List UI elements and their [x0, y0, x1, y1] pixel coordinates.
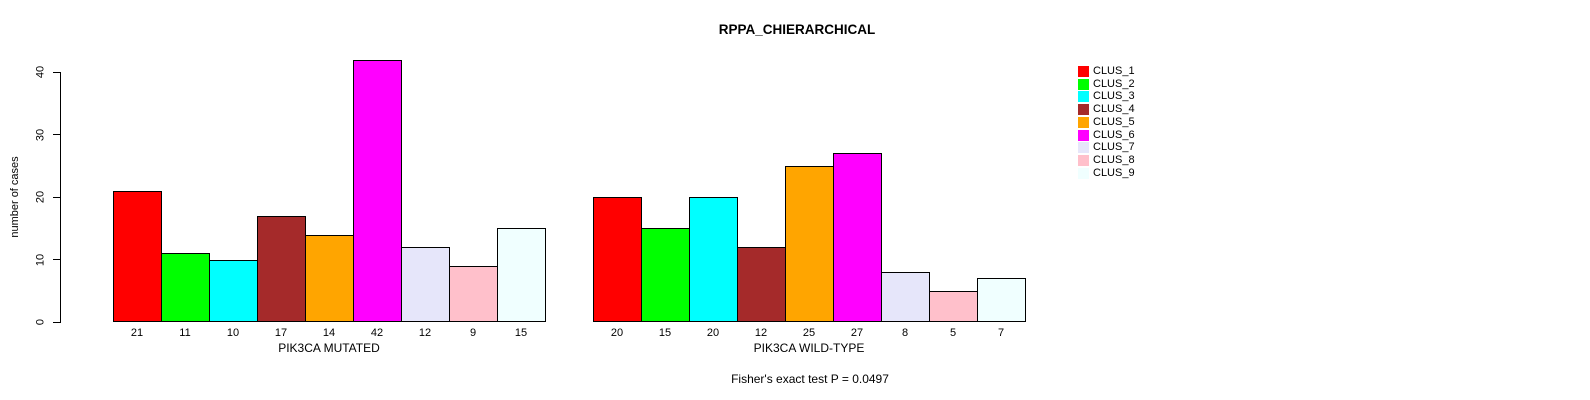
y-tick [53, 259, 61, 260]
legend-item: CLUS_8 [1078, 153, 1135, 166]
bar-clus_6-mutated [353, 59, 402, 322]
bar-clus_5-mutated [305, 234, 354, 322]
bar-value-label: 15 [658, 327, 672, 339]
legend-label: CLUS_5 [1093, 115, 1135, 128]
legend-label: CLUS_8 [1093, 153, 1135, 166]
bar-value-label: 21 [130, 327, 144, 339]
y-tick [53, 71, 61, 73]
legend-label: CLUS_6 [1093, 128, 1135, 141]
bar-value-label: 12 [418, 327, 432, 339]
bar-value-label: 8 [901, 327, 909, 339]
bar-value-label: 12 [754, 327, 768, 339]
y-tick [53, 196, 61, 198]
bar-clus_8-mutated [449, 265, 498, 322]
legend-swatch [1078, 104, 1089, 116]
legend-swatch [1078, 129, 1089, 141]
bar-value-label: 5 [949, 327, 957, 339]
bar-clus_7-wild-type [881, 272, 930, 322]
bar-clus_8-wild-type [929, 290, 978, 322]
bar-clus_4-mutated [257, 215, 306, 322]
legend-item: CLUS_5 [1078, 115, 1135, 128]
fisher-test-annotation: Fisher's exact test P = 0.0497 [731, 372, 889, 386]
legend-item: CLUS_9 [1078, 166, 1135, 179]
bar-value-label: 11 [179, 327, 191, 339]
bar-value-label: 7 [997, 327, 1005, 339]
legend-swatch [1078, 91, 1089, 103]
bar-clus_3-mutated [209, 259, 258, 322]
bar-clus_1-mutated [113, 190, 162, 322]
legend-label: CLUS_1 [1093, 65, 1135, 77]
bar-clus_5-wild-type [785, 165, 834, 322]
group-label-pik3ca-wild-type: PIK3CA WILD-TYPE [753, 341, 865, 355]
y-tick-label: 10 [34, 253, 47, 266]
legend-item: CLUS_1 [1078, 66, 1135, 77]
legend-swatch [1078, 154, 1089, 166]
y-tick-label: 30 [34, 128, 47, 141]
y-tick-label: 40 [34, 65, 47, 79]
y-tick-label: 20 [34, 190, 47, 204]
y-axis-label: number of cases [9, 156, 21, 238]
y-tick-label: 0 [34, 318, 47, 326]
bar-clus_4-wild-type [737, 247, 786, 322]
bar-value-label: 42 [370, 327, 384, 339]
legend-swatch [1078, 78, 1089, 90]
bar-value-label: 27 [850, 327, 864, 339]
legend-label: CLUS_2 [1093, 77, 1135, 90]
bar-clus_3-wild-type [689, 197, 738, 322]
bar-value-label: 20 [706, 327, 720, 339]
bar-value-label: 9 [469, 327, 477, 339]
bar-clus_2-wild-type [641, 228, 690, 322]
bar-value-label: 17 [274, 327, 288, 339]
y-tick [53, 134, 61, 135]
bar-value-label: 20 [610, 327, 624, 339]
legend-item: CLUS_6 [1078, 128, 1135, 141]
legend-swatch [1078, 142, 1089, 154]
bar-clus_9-mutated [497, 228, 546, 322]
bar-value-label: 15 [514, 327, 528, 339]
bar-clus_9-wild-type [977, 278, 1026, 322]
legend-label: CLUS_9 [1093, 166, 1135, 179]
group-label-pik3ca-mutated: PIK3CA MUTATED [278, 341, 380, 355]
legend-swatch [1078, 167, 1089, 179]
legend-item: CLUS_2 [1078, 77, 1135, 90]
legend-item: CLUS_3 [1078, 90, 1135, 103]
legend-swatch [1078, 66, 1089, 77]
bar-clus_1-wild-type [593, 197, 642, 322]
legend-label: CLUS_4 [1093, 103, 1135, 116]
bar-clus_6-wild-type [833, 153, 882, 322]
chart-title: RPPA_CHIERARCHICAL [718, 22, 876, 37]
legend-swatch [1078, 116, 1089, 128]
bar-value-label: 25 [802, 327, 816, 339]
bar-clus_2-mutated [161, 253, 210, 322]
legend-item: CLUS_4 [1078, 103, 1135, 116]
legend-label: CLUS_3 [1093, 90, 1135, 103]
legend-item: CLUS_7 [1078, 141, 1135, 154]
bar-clus_7-mutated [401, 247, 450, 322]
y-tick [53, 321, 61, 323]
bar-value-label: 10 [226, 327, 240, 339]
legend-label: CLUS_7 [1093, 141, 1135, 154]
bar-value-label: 14 [322, 327, 336, 339]
y-axis-line [60, 72, 61, 323]
